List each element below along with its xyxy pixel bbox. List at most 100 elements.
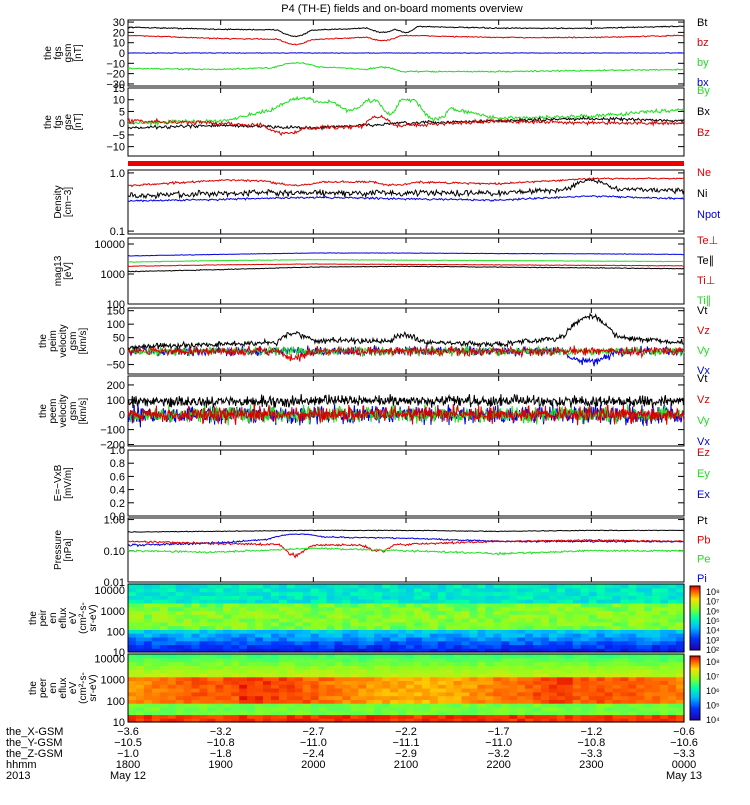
spectrogram-cell bbox=[334, 680, 343, 685]
legend-Ne: Ne bbox=[697, 167, 711, 179]
spectrogram-cell bbox=[310, 614, 320, 619]
spectrogram-cell bbox=[350, 695, 359, 700]
spectrogram-cell bbox=[191, 618, 200, 623]
spectrogram-cell bbox=[382, 618, 391, 623]
spectrogram-cell bbox=[175, 676, 185, 682]
spectrogram-cell bbox=[652, 680, 661, 685]
spectrogram-cell bbox=[358, 621, 367, 627]
spectrogram-cell bbox=[183, 606, 193, 612]
spectrogram-cell bbox=[485, 606, 494, 612]
spectrogram-cell bbox=[556, 680, 566, 685]
spectrogram-cell bbox=[413, 703, 423, 708]
spectrogram-cell bbox=[533, 587, 542, 593]
spectrogram-cell bbox=[271, 703, 280, 708]
spectrogram-cell bbox=[620, 688, 629, 693]
legend-bz: bz bbox=[697, 37, 709, 49]
spectrogram-cell bbox=[342, 654, 351, 659]
spectrogram-cell bbox=[453, 665, 463, 670]
spectrogram-cell bbox=[199, 718, 208, 723]
spectrogram-cell bbox=[207, 584, 216, 589]
spectrogram-cell bbox=[207, 644, 216, 649]
spectrogram-cell bbox=[596, 680, 606, 685]
spectrogram-cell bbox=[517, 606, 526, 612]
spectrogram-cell bbox=[398, 591, 407, 596]
spectrogram-cell bbox=[604, 602, 614, 608]
spectrogram-cell bbox=[143, 676, 153, 682]
spectrogram-cell bbox=[628, 661, 637, 666]
xaxis-value: 2100 bbox=[394, 759, 418, 771]
spectrogram-cell bbox=[668, 699, 677, 704]
spectrogram-cell bbox=[390, 710, 399, 716]
spectrogram-cell bbox=[263, 710, 272, 716]
spectrogram-cell bbox=[501, 676, 510, 682]
spectrogram-cell bbox=[580, 665, 590, 670]
spectrogram-cell bbox=[151, 587, 161, 593]
spectrogram-cell bbox=[334, 672, 343, 678]
spectrogram-cell bbox=[374, 644, 383, 649]
spectrogram-cell bbox=[175, 661, 185, 666]
spectrogram-cell bbox=[255, 676, 264, 682]
spectrogram-cell bbox=[159, 587, 169, 593]
spectrogram-cell bbox=[652, 595, 661, 600]
spectrogram-cell bbox=[493, 718, 502, 723]
spectrogram-cell bbox=[588, 584, 598, 589]
spectrogram-cell bbox=[310, 621, 320, 627]
spectrogram-cell bbox=[318, 657, 328, 663]
ylabel-line: mag13 bbox=[53, 255, 64, 286]
ylabel-line: eflux bbox=[58, 607, 69, 628]
spectrogram-cell bbox=[247, 629, 256, 634]
spectrogram-cell bbox=[223, 602, 232, 608]
spectrogram-cell bbox=[128, 669, 137, 674]
spectrogram-cell bbox=[509, 633, 518, 638]
spectrogram-cell bbox=[612, 614, 621, 619]
spectrogram-cell bbox=[525, 657, 534, 663]
spectrogram-cell bbox=[207, 695, 216, 700]
spectrogram-cell bbox=[421, 676, 431, 682]
spectrogram-cell bbox=[167, 684, 177, 689]
spectrogram-cell bbox=[556, 625, 566, 630]
spectrogram-cell bbox=[199, 699, 208, 704]
spectrogram-cell bbox=[263, 680, 272, 685]
spectrogram-cell bbox=[390, 706, 399, 712]
xaxis-value: −10.8 bbox=[207, 737, 235, 749]
spectrogram-cell bbox=[350, 669, 359, 674]
colorbar-tick-label: 10⁴ bbox=[706, 626, 720, 636]
spectrogram-cell bbox=[207, 714, 216, 719]
spectrogram-cell bbox=[620, 699, 629, 704]
spectrogram-cell bbox=[374, 625, 383, 630]
spectrogram-cell bbox=[342, 695, 351, 700]
spectrogram-cell bbox=[437, 691, 447, 697]
spectrogram-cell bbox=[509, 657, 518, 663]
spectrogram-cell bbox=[469, 672, 478, 678]
xaxis-value: −11.1 bbox=[392, 737, 419, 749]
spectrogram-cell bbox=[302, 636, 312, 642]
spectrogram-cell bbox=[525, 695, 534, 700]
spectrogram-cell bbox=[660, 676, 669, 682]
ytick-label: 1000 bbox=[101, 269, 125, 281]
spectrogram-cell bbox=[255, 657, 264, 663]
spectrogram-cell bbox=[342, 718, 351, 723]
spectrogram-cell bbox=[350, 591, 359, 596]
spectrogram-cell bbox=[286, 654, 296, 659]
spectrogram-cell bbox=[461, 680, 471, 685]
spectrogram-cell bbox=[278, 625, 288, 630]
spectrogram-cell bbox=[525, 640, 534, 646]
spectrogram-cell bbox=[676, 602, 685, 608]
spectrogram-cell bbox=[358, 688, 367, 693]
legend-Vy: Vy bbox=[697, 415, 710, 427]
spectrogram-cell bbox=[676, 699, 685, 704]
spectrogram-cell bbox=[239, 691, 248, 697]
spectrogram-cell bbox=[572, 706, 582, 712]
spectrogram-cell bbox=[310, 695, 320, 700]
spectrogram-cell bbox=[143, 665, 153, 670]
spectrogram-cell bbox=[215, 621, 224, 627]
ylabel-line: gse bbox=[63, 114, 74, 131]
spectrogram-cell bbox=[278, 669, 288, 674]
spectrogram-cell bbox=[398, 684, 407, 689]
spectrogram-cell bbox=[390, 695, 399, 700]
spectrogram-cell bbox=[445, 680, 455, 685]
spectrogram-cell bbox=[612, 633, 621, 638]
spectrogram-cell bbox=[453, 654, 463, 659]
spectrogram-cell bbox=[413, 602, 423, 608]
spectrogram-cell bbox=[223, 672, 232, 678]
